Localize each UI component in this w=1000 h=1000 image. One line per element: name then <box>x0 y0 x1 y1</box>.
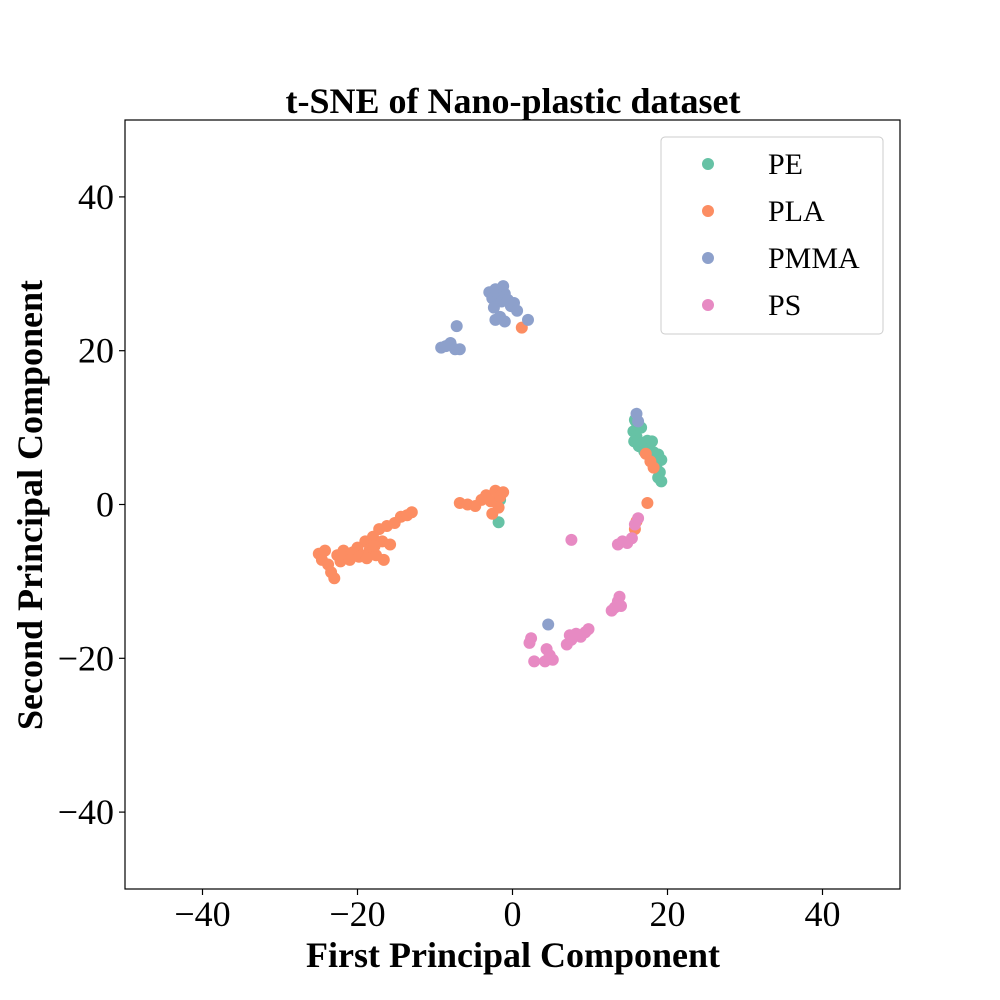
x-axis-ticks: −40 −20 0 20 40 <box>174 889 841 934</box>
x-tick-label: 40 <box>805 894 841 934</box>
point-pla-28 <box>360 552 373 565</box>
point-pla-40 <box>486 507 499 520</box>
point-ps-25 <box>523 636 536 649</box>
legend-label-pla: PLA <box>768 195 825 228</box>
point-pmma-21 <box>450 320 463 333</box>
point-ps-11 <box>615 600 627 612</box>
legend-items: PE PLA PMMA PS <box>702 148 860 322</box>
y-axis-ticks: −40 −20 0 20 40 <box>58 177 125 832</box>
legend-label-pmma: PMMA <box>768 242 860 275</box>
point-pmma-24 <box>542 618 555 631</box>
point-pla-38 <box>497 486 510 499</box>
legend-label-ps: PS <box>768 289 801 322</box>
x-tick-label: −40 <box>174 894 230 934</box>
point-pla-45 <box>641 497 654 509</box>
point-pe-16 <box>655 475 668 488</box>
x-tick-label: 20 <box>650 894 686 934</box>
point-ps-18 <box>582 623 595 636</box>
points-layer <box>312 280 668 668</box>
point-pla-44 <box>647 461 660 474</box>
legend-label-pe: PE <box>768 148 803 181</box>
legend-marker-ps <box>702 299 714 311</box>
x-axis-label: First Principal Component <box>306 935 720 975</box>
legend-marker-pe <box>702 158 714 170</box>
point-pla-2 <box>319 544 331 557</box>
point-ps-4 <box>625 532 638 545</box>
x-tick-label: −20 <box>329 894 385 934</box>
y-tick-label: 0 <box>96 485 114 525</box>
point-pmma-15 <box>522 313 534 326</box>
point-ps-23 <box>528 655 541 668</box>
point-pmma-9 <box>511 304 524 317</box>
point-pe-20 <box>492 516 505 529</box>
legend-marker-pmma <box>702 252 714 264</box>
point-ps-22 <box>539 655 551 668</box>
point-pla-21 <box>384 538 397 551</box>
point-ps-0 <box>565 533 578 546</box>
y-tick-label: 40 <box>78 177 114 217</box>
y-axis-label: Second Principal Component <box>10 280 50 730</box>
point-ps-17 <box>563 629 576 642</box>
legend: PE PLA PMMA PS <box>660 136 884 335</box>
series-pla <box>312 321 660 585</box>
point-ps-16 <box>560 638 573 651</box>
point-pmma-23 <box>632 415 645 428</box>
point-pmma-20 <box>453 343 466 356</box>
legend-marker-pla <box>702 205 714 217</box>
point-pla-25 <box>405 506 418 519</box>
point-pla-5 <box>328 572 341 585</box>
point-pla-26 <box>343 553 356 566</box>
point-ps-10 <box>613 590 626 603</box>
y-tick-label: −20 <box>58 638 114 678</box>
point-pmma-13 <box>489 313 502 326</box>
point-ps-6 <box>632 512 645 525</box>
y-tick-label: −40 <box>58 792 114 832</box>
x-tick-label: 0 <box>504 894 522 934</box>
point-pmma-14 <box>497 280 510 293</box>
legend-box <box>660 136 884 335</box>
point-pla-18 <box>377 553 390 566</box>
point-pmma-12 <box>498 315 511 328</box>
y-tick-label: 20 <box>78 331 114 371</box>
point-pmma-10 <box>487 301 500 314</box>
series-pmma <box>435 280 645 631</box>
series-ps <box>523 512 645 668</box>
chart-title: t-SNE of Nano-plastic dataset <box>286 81 741 121</box>
point-pla-29 <box>368 540 381 552</box>
